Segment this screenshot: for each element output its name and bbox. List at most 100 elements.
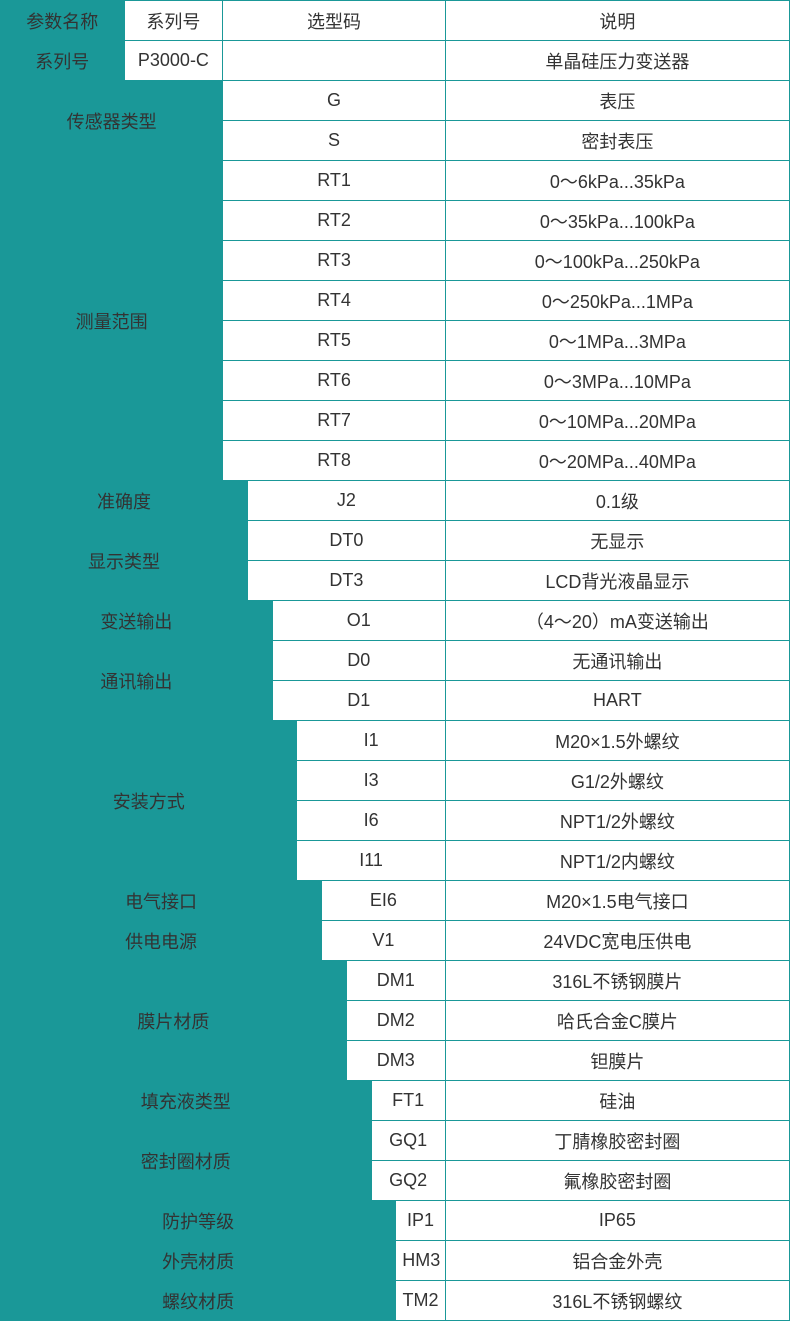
label-output: 变送输出 (1, 601, 273, 641)
code-seal-1: GQ2 (371, 1161, 445, 1201)
code-diaphragm-2: DM3 (346, 1041, 445, 1081)
desc-install-3: NPT1/2内螺纹 (445, 841, 789, 881)
blank-series (223, 41, 445, 81)
code-fill: FT1 (371, 1081, 445, 1121)
desc-output: （4～20）mA变送输出 (445, 601, 789, 641)
spec-selection-table: 参数名称 系列号 选型码 说明 系列号 P3000-C 单晶硅压力变送器 传感器… (0, 0, 790, 1321)
code-elec-conn: EI6 (322, 881, 446, 921)
code-display-0: DT0 (248, 521, 446, 561)
code-ip: IP1 (396, 1201, 445, 1241)
desc-housing: 铝合金外壳 (445, 1241, 789, 1281)
label-accuracy: 准确度 (1, 481, 248, 521)
desc-diaphragm-0: 316L不锈钢膜片 (445, 961, 789, 1001)
code-comm-0: D0 (272, 641, 445, 681)
label-sensor-type: 传感器类型 (1, 81, 223, 161)
label-diaphragm: 膜片材质 (1, 961, 347, 1081)
label-comm: 通讯输出 (1, 641, 273, 721)
code-accuracy: J2 (248, 481, 446, 521)
desc-display-1: LCD背光液晶显示 (445, 561, 789, 601)
desc-comm-0: 无通讯输出 (445, 641, 789, 681)
code-diaphragm-1: DM2 (346, 1001, 445, 1041)
label-housing: 外壳材质 (1, 1241, 396, 1281)
code-range-7: RT8 (223, 441, 445, 481)
row-sensor-type-0: 传感器类型 G 表压 (1, 81, 790, 121)
col-series: 系列号 (124, 1, 223, 41)
row-diaphragm-0: 膜片材质 DM1 316L不锈钢膜片 (1, 961, 790, 1001)
desc-ip: IP65 (445, 1201, 789, 1241)
desc-elec-conn: M20×1.5电气接口 (445, 881, 789, 921)
desc-range-7: 0～20MPa...40MPa (445, 441, 789, 481)
code-range-2: RT3 (223, 241, 445, 281)
code-power: V1 (322, 921, 446, 961)
code-range-4: RT5 (223, 321, 445, 361)
row-seal-0: 密封圈材质 GQ1 丁腈橡胶密封圈 (1, 1121, 790, 1161)
row-accuracy: 准确度 J2 0.1级 (1, 481, 790, 521)
desc-fill: 硅油 (445, 1081, 789, 1121)
code-install-2: I6 (297, 801, 445, 841)
desc-display-0: 无显示 (445, 521, 789, 561)
desc-range-4: 0～1MPa...3MPa (445, 321, 789, 361)
row-fill: 填充液类型 FT1 硅油 (1, 1081, 790, 1121)
row-comm-0: 通讯输出 D0 无通讯输出 (1, 641, 790, 681)
row-ip: 防护等级 IP1 IP65 (1, 1201, 790, 1241)
code-range-0: RT1 (223, 161, 445, 201)
row-output: 变送输出 O1 （4～20）mA变送输出 (1, 601, 790, 641)
label-ip: 防护等级 (1, 1201, 396, 1241)
row-series: 系列号 P3000-C 单晶硅压力变送器 (1, 41, 790, 81)
desc-power: 24VDC宽电压供电 (445, 921, 789, 961)
col-code: 选型码 (223, 1, 445, 41)
col-param-name: 参数名称 (1, 1, 125, 41)
desc-install-1: G1/2外螺纹 (445, 761, 789, 801)
code-seal-0: GQ1 (371, 1121, 445, 1161)
code-thread: TM2 (396, 1281, 445, 1321)
desc-range-5: 0～3MPa...10MPa (445, 361, 789, 401)
label-seal: 密封圈材质 (1, 1121, 372, 1201)
desc-range-6: 0～10MPa...20MPa (445, 401, 789, 441)
desc-range-2: 0～100kPa...250kPa (445, 241, 789, 281)
label-range: 测量范围 (1, 161, 223, 481)
code-output: O1 (272, 601, 445, 641)
code-series: P3000-C (124, 41, 223, 81)
row-elec-conn: 电气接口 EI6 M20×1.5电气接口 (1, 881, 790, 921)
desc-sensor-0: 表压 (445, 81, 789, 121)
code-display-1: DT3 (248, 561, 446, 601)
row-housing: 外壳材质 HM3 铝合金外壳 (1, 1241, 790, 1281)
header-row: 参数名称 系列号 选型码 说明 (1, 1, 790, 41)
desc-range-1: 0～35kPa...100kPa (445, 201, 789, 241)
code-install-3: I11 (297, 841, 445, 881)
desc-comm-1: HART (445, 681, 789, 721)
desc-range-3: 0～250kPa...1MPa (445, 281, 789, 321)
desc-diaphragm-2: 钽膜片 (445, 1041, 789, 1081)
row-thread: 螺纹材质 TM2 316L不锈钢螺纹 (1, 1281, 790, 1321)
desc-install-0: M20×1.5外螺纹 (445, 721, 789, 761)
desc-series: 单晶硅压力变送器 (445, 41, 789, 81)
label-elec-conn: 电气接口 (1, 881, 322, 921)
row-power: 供电电源 V1 24VDC宽电压供电 (1, 921, 790, 961)
col-desc: 说明 (445, 1, 789, 41)
desc-seal-1: 氟橡胶密封圈 (445, 1161, 789, 1201)
desc-install-2: NPT1/2外螺纹 (445, 801, 789, 841)
row-range-0: 测量范围 RT1 0～6kPa...35kPa (1, 161, 790, 201)
row-display-0: 显示类型 DT0 无显示 (1, 521, 790, 561)
label-fill: 填充液类型 (1, 1081, 372, 1121)
label-install: 安装方式 (1, 721, 297, 881)
label-power: 供电电源 (1, 921, 322, 961)
code-range-1: RT2 (223, 201, 445, 241)
desc-seal-0: 丁腈橡胶密封圈 (445, 1121, 789, 1161)
code-range-6: RT7 (223, 401, 445, 441)
label-display: 显示类型 (1, 521, 248, 601)
code-range-3: RT4 (223, 281, 445, 321)
code-install-0: I1 (297, 721, 445, 761)
label-series: 系列号 (1, 41, 125, 81)
code-comm-1: D1 (272, 681, 445, 721)
code-housing: HM3 (396, 1241, 445, 1281)
desc-diaphragm-1: 哈氏合金C膜片 (445, 1001, 789, 1041)
code-diaphragm-0: DM1 (346, 961, 445, 1001)
desc-sensor-1: 密封表压 (445, 121, 789, 161)
row-install-0: 安装方式 I1 M20×1.5外螺纹 (1, 721, 790, 761)
desc-accuracy: 0.1级 (445, 481, 789, 521)
desc-range-0: 0～6kPa...35kPa (445, 161, 789, 201)
code-sensor-0: G (223, 81, 445, 121)
label-thread: 螺纹材质 (1, 1281, 396, 1321)
desc-thread: 316L不锈钢螺纹 (445, 1281, 789, 1321)
